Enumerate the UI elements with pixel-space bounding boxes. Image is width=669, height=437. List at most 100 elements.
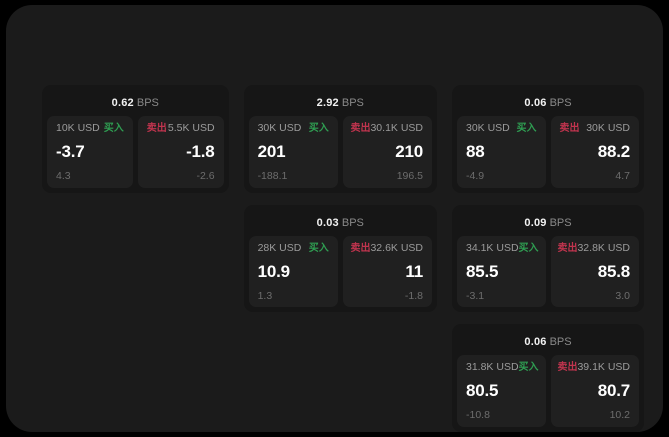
sell-price: 85.8	[597, 261, 630, 281]
sell-side-panel[interactable]: 32.6K USD 卖出 11 -1.8	[342, 235, 432, 307]
card-header: 0.62 BPS	[47, 91, 224, 116]
sell-delta: 3.0	[615, 289, 630, 302]
sell-tag: 卖出	[350, 242, 371, 254]
sell-side-header: 5.5K USD 卖出	[147, 123, 215, 135]
spread-column-3: 0.06 BPS 30K USD 买入 88 -4.9	[452, 85, 644, 432]
sell-side-header: 32.6K USD 卖出	[350, 241, 423, 255]
spread-card[interactable]: 0.06 BPS 31.8K USD 买入 80.5 -10.8	[452, 324, 644, 432]
buy-tag: 买入	[308, 123, 329, 134]
card-sides: 34.1K USD 买入 85.5 -3.1 32.8K USD 卖出 85.	[457, 235, 639, 307]
sell-size-label: 5.5K USD	[167, 122, 215, 134]
sell-side-header: 30.1K USD 卖出	[350, 122, 423, 135]
sell-side-header: 30K USD 卖出	[560, 123, 631, 135]
sell-delta: -2.6	[196, 170, 215, 182]
spread-card[interactable]: 0.62 BPS 10K USD 买入 -3.7 4.3	[42, 85, 229, 193]
sell-side-header: 39.1K USD 卖出	[557, 361, 630, 374]
buy-side-header: 34.1K USD 买入	[466, 241, 539, 255]
buy-delta: -10.8	[466, 409, 490, 421]
buy-price: 201	[257, 142, 286, 161]
sell-side-panel[interactable]: 32.8K USD 卖出 85.8 3.0	[550, 235, 639, 307]
card-sides: 28K USD 买入 10.9 1.3 32.6K USD 卖出 11	[248, 235, 432, 307]
buy-side-panel[interactable]: 30K USD 买入 88 -4.9	[457, 116, 546, 188]
buy-delta: 4.3	[56, 170, 71, 182]
bps-unit-label: BPS	[549, 336, 572, 348]
sell-price: 88.2	[597, 142, 630, 161]
buy-size-label: 30K USD	[257, 122, 302, 134]
bps-value: 0.62	[111, 97, 134, 109]
buy-delta: -3.1	[466, 289, 485, 302]
bps-unit-label: BPS	[136, 97, 159, 109]
bps-value: 0.06	[524, 336, 547, 348]
sell-delta: 196.5	[396, 170, 423, 182]
buy-size-label: 31.8K USD	[466, 361, 519, 373]
bps-unit-label: BPS	[341, 216, 364, 229]
buy-tag: 买入	[103, 123, 124, 134]
buy-side-panel[interactable]: 10K USD 买入 -3.7 4.3	[47, 116, 133, 188]
buy-price: 85.5	[466, 261, 499, 281]
buy-tag: 买入	[516, 123, 537, 134]
bps-unit-label: BPS	[549, 97, 572, 109]
sell-side-panel[interactable]: 30.1K USD 卖出 210 196.5	[342, 116, 432, 188]
buy-size-label: 34.1K USD	[466, 241, 519, 254]
bps-value: 0.09	[524, 216, 547, 229]
buy-side-header: 30K USD 买入	[258, 123, 329, 135]
sell-size-label: 32.6K USD	[370, 241, 423, 254]
bps-value: 2.92	[316, 97, 339, 109]
sell-delta: -1.8	[404, 289, 423, 302]
buy-side-header: 30K USD 买入	[466, 123, 537, 135]
spread-card[interactable]: 0.06 BPS 30K USD 买入 88 -4.9	[452, 85, 644, 193]
card-header: 0.06 BPS	[457, 330, 639, 355]
card-header: 2.92 BPS	[249, 91, 432, 116]
bps-value: 0.06	[524, 97, 547, 109]
bps-value: 0.03	[316, 216, 339, 229]
card-sides: 10K USD 买入 -3.7 4.3 5.5K USD 卖出 -1.8	[47, 116, 224, 188]
dashboard-panel: 0.62 BPS 10K USD 买入 -3.7 4.3	[6, 5, 663, 432]
spread-column-1: 0.62 BPS 10K USD 买入 -3.7 4.3	[42, 85, 229, 193]
buy-tag: 买入	[518, 242, 539, 254]
buy-side-header: 10K USD 买入	[56, 123, 124, 135]
buy-side-header: 31.8K USD 买入	[466, 361, 539, 374]
sell-price: -1.8	[186, 142, 215, 161]
spread-column-2: 2.92 BPS 30K USD 买入 201 -188.1	[243, 85, 437, 312]
sell-side-panel[interactable]: 39.1K USD 卖出 80.7 10.2	[550, 355, 639, 427]
buy-price: 10.9	[257, 261, 290, 281]
card-sides: 30K USD 买入 88 -4.9 30K USD 卖出 88.2	[457, 116, 639, 188]
buy-side-panel[interactable]: 34.1K USD 买入 85.5 -3.1	[457, 235, 546, 307]
sell-price: 11	[405, 261, 423, 281]
buy-delta: -188.1	[257, 170, 288, 182]
buy-delta: 1.3	[257, 289, 273, 302]
buy-side-header: 28K USD 买入	[257, 241, 329, 255]
buy-size-label: 30K USD	[466, 122, 510, 134]
sell-price: 80.7	[597, 381, 630, 400]
sell-size-label: 39.1K USD	[577, 361, 630, 373]
spread-card[interactable]: 2.92 BPS 30K USD 买入 201 -188.1	[243, 85, 437, 193]
bps-unit-label: BPS	[341, 97, 364, 109]
bps-unit-label: BPS	[549, 216, 572, 229]
sell-delta: 10.2	[609, 409, 630, 421]
sell-side-header: 32.8K USD 卖出	[557, 241, 630, 255]
sell-size-label: 30.1K USD	[370, 122, 423, 134]
card-sides: 31.8K USD 买入 80.5 -10.8 39.1K USD 卖出 80	[457, 355, 639, 427]
buy-size-label: 28K USD	[257, 241, 302, 254]
sell-size-label: 30K USD	[586, 122, 630, 134]
card-header: 0.03 BPS	[249, 211, 432, 236]
sell-side-panel[interactable]: 5.5K USD 卖出 -1.8 -2.6	[137, 116, 224, 188]
sell-side-panel[interactable]: 30K USD 卖出 88.2 4.7	[550, 116, 639, 188]
spread-card[interactable]: 0.09 BPS 34.1K USD 买入 85.5 -3.1	[452, 204, 644, 312]
buy-tag: 买入	[308, 242, 329, 254]
sell-tag: 卖出	[350, 123, 371, 134]
sell-size-label: 32.8K USD	[577, 241, 630, 254]
sell-price: 210	[395, 142, 423, 161]
sell-tag: 卖出	[557, 242, 578, 254]
buy-side-panel[interactable]: 31.8K USD 买入 80.5 -10.8	[457, 355, 546, 427]
buy-size-label: 10K USD	[56, 122, 100, 134]
spread-card-grid: 0.62 BPS 10K USD 买入 -3.7 4.3	[42, 85, 644, 432]
buy-price: -3.7	[56, 142, 85, 161]
buy-delta: -4.9	[466, 170, 485, 182]
buy-side-panel[interactable]: 28K USD 买入 10.9 1.3	[248, 235, 338, 307]
spread-card[interactable]: 0.03 BPS 28K USD 买入 10.9 1.3	[243, 204, 437, 312]
card-sides: 30K USD 买入 201 -188.1 30.1K USD 卖出 210	[248, 116, 432, 188]
card-header: 0.06 BPS	[457, 91, 639, 116]
buy-side-panel[interactable]: 30K USD 买入 201 -188.1	[248, 116, 338, 188]
